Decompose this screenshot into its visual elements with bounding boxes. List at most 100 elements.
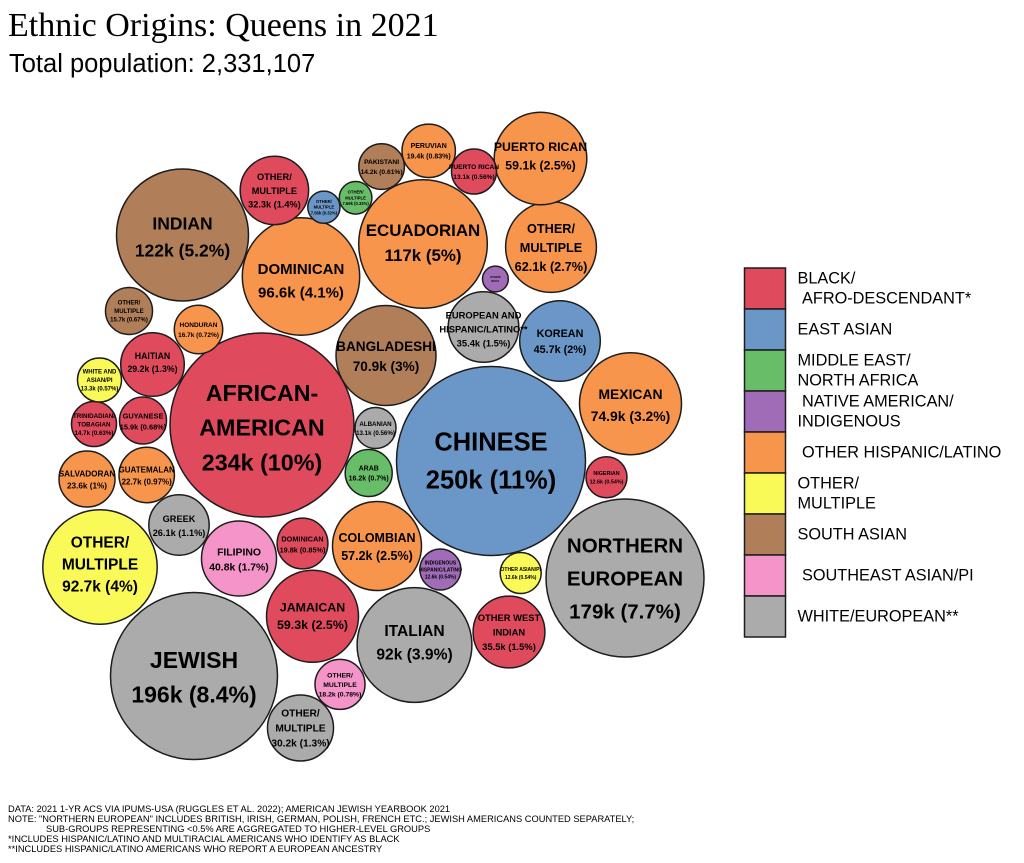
svg-text:DATA: 2021 1-YR ACS VIA IPUMS-: DATA: 2021 1-YR ACS VIA IPUMS-USA (RUGGL… (8, 804, 450, 814)
svg-text:74.9k (3.2%): 74.9k (3.2%) (591, 408, 671, 424)
svg-text:OTHER/: OTHER/ (490, 275, 501, 279)
svg-text:PAKISTANI: PAKISTANI (364, 159, 399, 166)
svg-text:EUROPEAN: EUROPEAN (567, 568, 683, 591)
svg-text:OTHER/: OTHER/ (798, 475, 860, 493)
svg-text:SOUTHEAST ASIAN/PI: SOUTHEAST ASIAN/PI (798, 567, 974, 585)
svg-text:INDIGENOUS: INDIGENOUS (798, 413, 901, 431)
svg-text:DOMINICAN: DOMINICAN (258, 261, 345, 278)
svg-text:PUERTO RICAN: PUERTO RICAN (449, 164, 499, 171)
svg-text:MIDDLE EAST/: MIDDLE EAST/ (798, 352, 912, 370)
svg-text:62.1k (2.7%): 62.1k (2.7%) (515, 260, 588, 274)
svg-text:13.1k (0.56%): 13.1k (0.56%) (356, 430, 395, 437)
svg-text:22.7k (0.97%): 22.7k (0.97%) (122, 478, 173, 487)
svg-text:12.6k (0.54%): 12.6k (0.54%) (505, 575, 537, 581)
svg-text:7.56k (0.32%): 7.56k (0.32%) (311, 211, 338, 216)
svg-text:OTHER/: OTHER/ (118, 301, 141, 307)
svg-text:MULTIPLE: MULTIPLE (520, 241, 583, 255)
svg-text:35.4k (1.5%): 35.4k (1.5%) (457, 337, 511, 348)
svg-text:AFRICAN-: AFRICAN- (206, 380, 319, 406)
svg-text:AMERICAN: AMERICAN (199, 415, 325, 441)
svg-text:250k (11%): 250k (11%) (426, 467, 556, 495)
svg-text:OTHER/: OTHER/ (281, 709, 320, 720)
svg-text:ARAB: ARAB (359, 465, 379, 472)
svg-text:OTHER/: OTHER/ (527, 222, 575, 236)
svg-text:14.7k (0.63%): 14.7k (0.63%) (75, 430, 114, 437)
svg-text:ITALIAN: ITALIAN (384, 623, 444, 640)
svg-text:SUB-GROUPS REPRESENTING <0.5%: SUB-GROUPS REPRESENTING <0.5% ARE AGGREG… (46, 824, 430, 834)
svg-text:117k (5%): 117k (5%) (385, 246, 462, 265)
svg-text:JAMAICAN: JAMAICAN (280, 601, 345, 615)
svg-text:16.2k (0.7%): 16.2k (0.7%) (349, 476, 389, 483)
svg-text:NIGERIAN: NIGERIAN (593, 471, 619, 477)
svg-text:OTHER/: OTHER/ (348, 189, 365, 194)
svg-text:14.2k (0.61%): 14.2k (0.61%) (361, 169, 403, 176)
svg-text:MULTIPLE: MULTIPLE (252, 186, 297, 196)
svg-text:WHITE AND: WHITE AND (83, 370, 117, 376)
svg-text:BANGLADESHI: BANGLADESHI (336, 339, 436, 354)
svg-text:59.3k (2.5%): 59.3k (2.5%) (277, 618, 348, 632)
svg-text:MULT.: MULT. (491, 279, 499, 283)
svg-text:JEWISH: JEWISH (150, 647, 238, 673)
svg-text:TOBAGIAN: TOBAGIAN (78, 422, 111, 429)
svg-text:26.1k (1.1%): 26.1k (1.1%) (153, 528, 206, 538)
svg-text:MULTIPLE: MULTIPLE (798, 495, 877, 513)
svg-text:*INCLUDES HISPANIC/LATINO AND: *INCLUDES HISPANIC/LATINO AND MULTIRACIA… (8, 834, 400, 844)
svg-text:MULTIPLE: MULTIPLE (323, 682, 357, 689)
svg-text:29.2k (1.3%): 29.2k (1.3%) (127, 364, 177, 374)
svg-text:45.7k (2%): 45.7k (2%) (534, 344, 587, 356)
svg-text:196k (8.4%): 196k (8.4%) (131, 682, 256, 708)
svg-text:18.2k (0.78%): 18.2k (0.78%) (319, 691, 362, 698)
svg-text:NORTHERN: NORTHERN (567, 535, 683, 558)
svg-text:16.7k (0.72%): 16.7k (0.72%) (178, 332, 219, 339)
svg-text:13.1k (0.56%): 13.1k (0.56%) (453, 174, 494, 181)
svg-text:DOMINICAN: DOMINICAN (281, 535, 323, 544)
svg-text:GUYANESE: GUYANESE (123, 411, 164, 420)
svg-text:122k (5.2%): 122k (5.2%) (135, 241, 230, 261)
svg-text:70.9k (3%): 70.9k (3%) (353, 359, 420, 374)
svg-text:40.8k (1.7%): 40.8k (1.7%) (209, 563, 269, 574)
svg-text:MULTIPLE: MULTIPLE (114, 309, 144, 315)
svg-text:Total population: 2,331,107: Total population: 2,331,107 (9, 50, 315, 78)
svg-text:12.6k (0.54%): 12.6k (0.54%) (425, 575, 457, 581)
svg-text:MEXICAN: MEXICAN (598, 386, 662, 402)
svg-text:HAITIAN: HAITIAN (135, 351, 170, 361)
svg-text:MULTIPLE: MULTIPLE (275, 724, 325, 735)
svg-text:OTHER ASIAN/PI: OTHER ASIAN/PI (501, 567, 542, 573)
svg-text:PUERTO RICAN: PUERTO RICAN (494, 140, 587, 154)
svg-text:13.3k (0.57%): 13.3k (0.57%) (81, 386, 119, 392)
svg-text:ALBANIAN: ALBANIAN (359, 421, 392, 428)
svg-text:57.2k (2.5%): 57.2k (2.5%) (341, 549, 413, 563)
svg-text:NATIVE AMERICAN/: NATIVE AMERICAN/ (798, 393, 955, 411)
svg-text:BLACK/: BLACK/ (798, 270, 856, 288)
svg-text:30.2k (1.3%): 30.2k (1.3%) (271, 738, 329, 749)
svg-text:32.3k (1.4%): 32.3k (1.4%) (248, 200, 301, 210)
svg-text:NOTE: "NORTHERN EUROPEAN" INCL: NOTE: "NORTHERN EUROPEAN" INCLUDES BRITI… (8, 814, 634, 824)
svg-text:OTHER/: OTHER/ (71, 534, 130, 551)
svg-text:OTHER HISPANIC/LATINO: OTHER HISPANIC/LATINO (798, 444, 1002, 462)
svg-text:15.7k (0.67%): 15.7k (0.67%) (110, 317, 148, 323)
svg-text:OTHER WEST: OTHER WEST (478, 612, 541, 623)
svg-text:**INCLUDES HISPANIC/LATINO AME: **INCLUDES HISPANIC/LATINO AMERICANS WHO… (8, 844, 382, 854)
svg-text:TRINIDADIAN/: TRINIDADIAN/ (73, 413, 115, 420)
svg-text:7.69k (0.33%): 7.69k (0.33%) (342, 201, 369, 206)
svg-text:ASIAN/PI: ASIAN/PI (86, 378, 112, 384)
svg-text:GREEK: GREEK (163, 514, 196, 524)
svg-text:35.5k (1.5%): 35.5k (1.5%) (482, 641, 536, 652)
svg-text:CHINESE: CHINESE (434, 428, 547, 456)
svg-text:GUATEMALAN: GUATEMALAN (119, 466, 176, 475)
svg-text:EUROPEAN AND: EUROPEAN AND (446, 310, 522, 321)
svg-text:ECUADORIAN: ECUADORIAN (366, 221, 480, 240)
svg-text:FILIPINO: FILIPINO (217, 547, 261, 558)
svg-text:OTHER/: OTHER/ (316, 199, 333, 204)
svg-text:HISPANIC/LATINO: HISPANIC/LATINO (419, 568, 462, 574)
svg-text:MULTIPLE: MULTIPLE (314, 205, 335, 210)
svg-text:INDIAN: INDIAN (152, 213, 212, 233)
svg-text:23.6k (1%): 23.6k (1%) (67, 482, 107, 491)
svg-text:92k (3.9%): 92k (3.9%) (376, 646, 452, 663)
svg-text:MULTIPLE: MULTIPLE (62, 557, 138, 574)
svg-text:NORTH AFRICA: NORTH AFRICA (798, 372, 919, 390)
svg-text:19.8k (0.85%): 19.8k (0.85%) (280, 546, 326, 555)
svg-text:SOUTH ASIAN: SOUTH ASIAN (798, 526, 907, 544)
svg-text:179k (7.7%): 179k (7.7%) (569, 601, 681, 624)
svg-text:92.7k (4%): 92.7k (4%) (62, 579, 138, 596)
